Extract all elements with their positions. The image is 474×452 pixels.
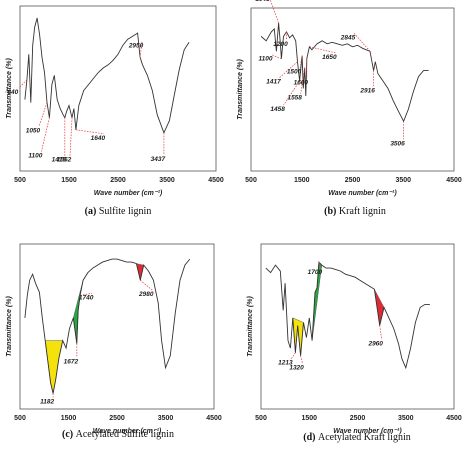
x-tick-label: 4500 [446,177,462,184]
panel-caption-text: Acetylated Kraft lignin [318,432,411,443]
peak-annotation: 1200 [273,41,288,48]
panel-caption: (d) Acetylated Kraft lignin [303,432,410,443]
x-tick-label: 3500 [398,415,414,422]
annotation-leader [299,55,303,68]
spectrum-line [265,261,430,370]
x-axis-label: Wave number (cm⁻¹) [93,428,162,435]
chart-panel-0: Transmittance (%) 500 1500 2500 3500 4500 Wave… [6,5,224,217]
y-axis-label: Transmittance (%) [247,296,254,357]
peak-annotation: 1562 [57,157,72,164]
x-tick-label: 4500 [206,415,222,422]
x-tick-label: 1500 [61,177,77,184]
peak-annotation: 1506 [287,69,302,76]
peak-annotation: 1050 [26,128,41,135]
chart-frame [260,243,455,410]
x-tick-label: 1500 [61,415,77,422]
peak-annotation: 1672 [64,359,79,366]
peak-annotation: 1213 [278,360,293,367]
peak-annotation: 2960 [367,341,383,348]
peak-annotation: 1458 [270,106,285,113]
peak-annotation: 1640 [91,135,106,142]
x-tick-label: 2500 [110,177,126,184]
annotation-leader [300,355,303,364]
peak-annotation: 640 [7,89,18,96]
x-axis-label: Wave number (cm⁻¹) [328,190,397,197]
peak-annotation: 1043 [255,0,270,3]
annotation-leader [279,61,298,78]
peak-annotation: 1320 [289,365,304,372]
x-axis-label: Wave number (cm⁻¹) [333,428,402,435]
peak-annotation: 2845 [340,34,356,41]
peak-annotation: 1650 [322,54,337,61]
panel-caption-letter: (c) [62,429,76,440]
y-axis-label: Transmittance (%) [6,58,13,119]
annotation-leader [271,54,282,60]
x-tick-label: 1500 [301,415,317,422]
peak-annotation: 1600 [294,80,309,87]
panel-caption-text: Sulfite lignin [99,206,152,217]
annotation-leader [269,0,279,24]
chart-panel-1: Transmittance (%) 500 1500 2500 3500 4500 Wave… [237,0,462,217]
panel-caption: (c) Acetylated Sulfite lignin [62,429,174,440]
annotation-leader [75,129,104,135]
panel-caption-letter: (a) [85,206,99,217]
annotation-leader [41,117,50,152]
peak-annotation: 1100 [28,153,42,160]
y-axis-label: Transmittance (%) [237,59,244,120]
peak-annotation: 1182 [40,398,54,405]
annotation-leader [353,33,371,52]
annotation-leader [291,352,296,359]
x-tick-label: 500 [14,177,26,184]
x-axis-label: Wave number (cm⁻¹) [94,190,163,197]
chart-frame [19,5,217,172]
x-tick-label: 500 [14,415,26,422]
x-tick-label: 3500 [158,415,174,422]
peak-annotation: 1417 [266,79,281,86]
spectrum-line [24,17,190,134]
annotation-leader [283,80,300,106]
panel-caption-letter: (b) [324,206,339,217]
peak-annotation: 1100 [258,56,272,63]
annotation-leader [38,102,48,127]
annotation-leader [379,325,383,340]
peak-annotation: 3506 [390,140,405,147]
peak-annotation: 1415 [52,157,67,164]
annotation-leader [80,292,93,296]
y-axis-label: Transmittance (%) [6,296,13,357]
panel-caption: (b) Kraft lignin [324,206,386,217]
panel-caption-letter: (d) [303,432,318,443]
peak-annotation: 1558 [287,95,302,102]
peak-annotation: 1700 [308,269,323,276]
peak-annotation: 3437 [151,156,166,163]
panel-caption-text: Acetylated Sulfite lignin [76,429,174,440]
x-tick-label: 4500 [208,177,224,184]
peak-annotation: 2950 [128,42,144,49]
panel-caption-text: Kraft lignin [339,206,386,217]
chart-panel-2: Transmittance (%) 500 1500 2500 3500 4500 Wave… [6,243,222,440]
x-tick-label: 2500 [345,177,361,184]
x-tick-label: 4500 [446,415,462,422]
x-tick-label: 500 [255,415,267,422]
chart-frame [19,243,215,410]
annotation-leader [318,261,322,269]
panel-caption: (a) Sulfite lignin [85,206,152,217]
chart-panel-3: Transmittance (%) 500 1500 2500 3500 4500 Wave… [247,243,462,443]
chart-frame [250,7,455,172]
x-tick-label: 1500 [294,177,310,184]
peak-annotation: 1740 [79,294,94,301]
spectrum-line [24,258,191,394]
peak-annotation: 2980 [138,291,154,298]
peak-annotation: 2916 [359,88,375,95]
x-tick-label: 3500 [159,177,175,184]
x-tick-label: 500 [245,177,257,184]
x-tick-label: 3500 [395,177,411,184]
annotation-leader [18,79,28,89]
spectrum-line [260,22,429,123]
x-tick-label: 2500 [350,415,366,422]
annotation-leader [300,67,306,94]
annotation-leader [69,117,73,156]
x-tick-label: 2500 [109,415,125,422]
